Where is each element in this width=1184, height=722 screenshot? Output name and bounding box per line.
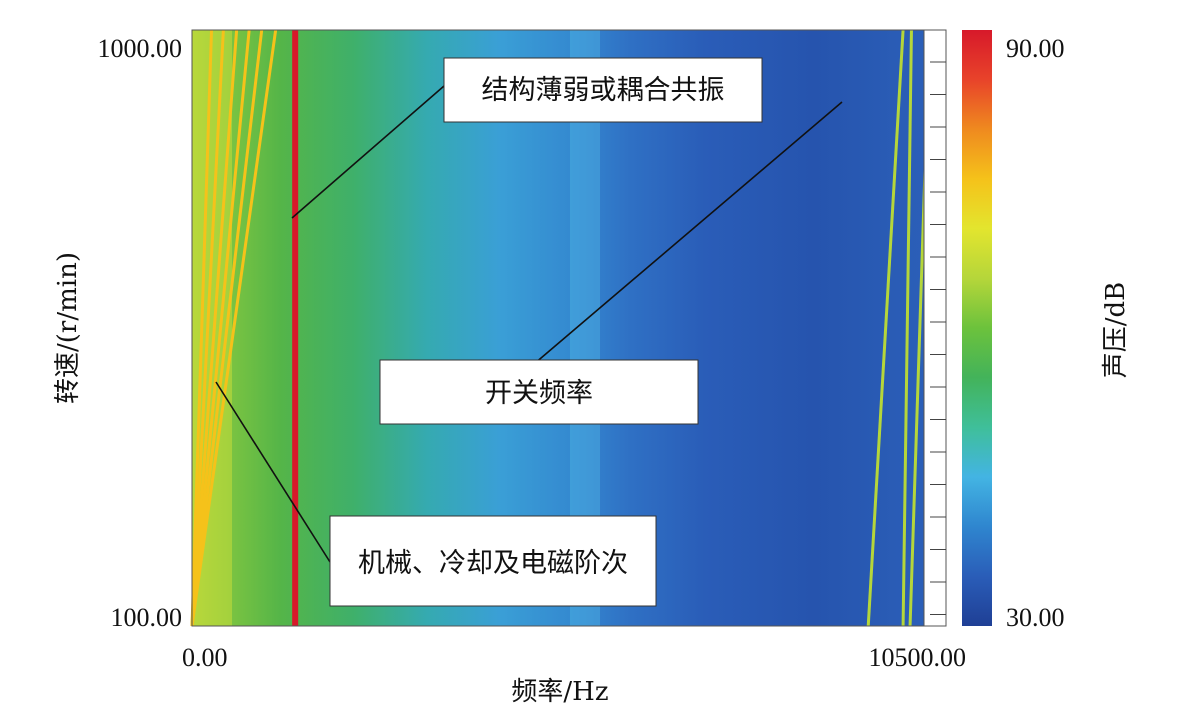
right-tick-strip — [923, 29, 947, 627]
callout-orders-text: 机械、冷却及电磁阶次 — [358, 548, 628, 579]
callout-switching-box — [379, 359, 699, 425]
colorbar-min-label: 30.00 — [1006, 603, 1065, 632]
colorbar-max-label: 90.00 — [1006, 34, 1065, 63]
series-layer — [190, 29, 932, 627]
callouts: 结构薄弱或耦合共振 开关频率 机械、冷却及电磁阶次 — [215, 57, 843, 607]
callout-switching-text: 开关频率 — [485, 378, 593, 409]
y-tick-top: 1000.00 — [98, 34, 183, 63]
x-tick-left: 0.00 — [182, 643, 228, 672]
y-tick-bottom: 100.00 — [111, 603, 183, 632]
colorbar-rect — [962, 30, 992, 626]
colorbar-title: 声压/dB — [1101, 282, 1131, 379]
colorbar: 90.00 30.00 声压/dB — [962, 30, 1131, 632]
callout-orders: 机械、冷却及电磁阶次 — [215, 381, 657, 607]
callout-switching: 开关频率 — [379, 101, 843, 425]
series-line-2 — [190, 29, 264, 627]
callout-resonance-box — [443, 57, 763, 123]
tick-strip-background — [923, 29, 947, 627]
series-line-3 — [190, 29, 251, 627]
tick-strip-marks — [930, 61, 946, 615]
callout-resonance: 结构薄弱或耦合共振 — [291, 57, 763, 219]
callout-resonance-leader — [291, 85, 445, 219]
series-line-4 — [190, 29, 239, 627]
x-axis-title: 频率/Hz — [511, 677, 608, 707]
series-line-7 — [866, 29, 905, 627]
callout-orders-leader — [215, 381, 331, 563]
axes: 1000.00 100.00 0.00 10500.00 频率/Hz 转速/(r… — [53, 34, 966, 707]
series-line-1 — [190, 29, 278, 627]
y-axis-title: 转速/(r/min) — [53, 252, 83, 404]
callout-switching-leader — [533, 101, 843, 365]
series-line-5 — [190, 29, 225, 627]
series-line-8 — [901, 29, 913, 627]
callout-orders-box — [329, 515, 657, 607]
x-tick-right: 10500.00 — [869, 643, 967, 672]
callout-resonance-text: 结构薄弱或耦合共振 — [482, 75, 725, 106]
series-line-6 — [190, 29, 214, 627]
